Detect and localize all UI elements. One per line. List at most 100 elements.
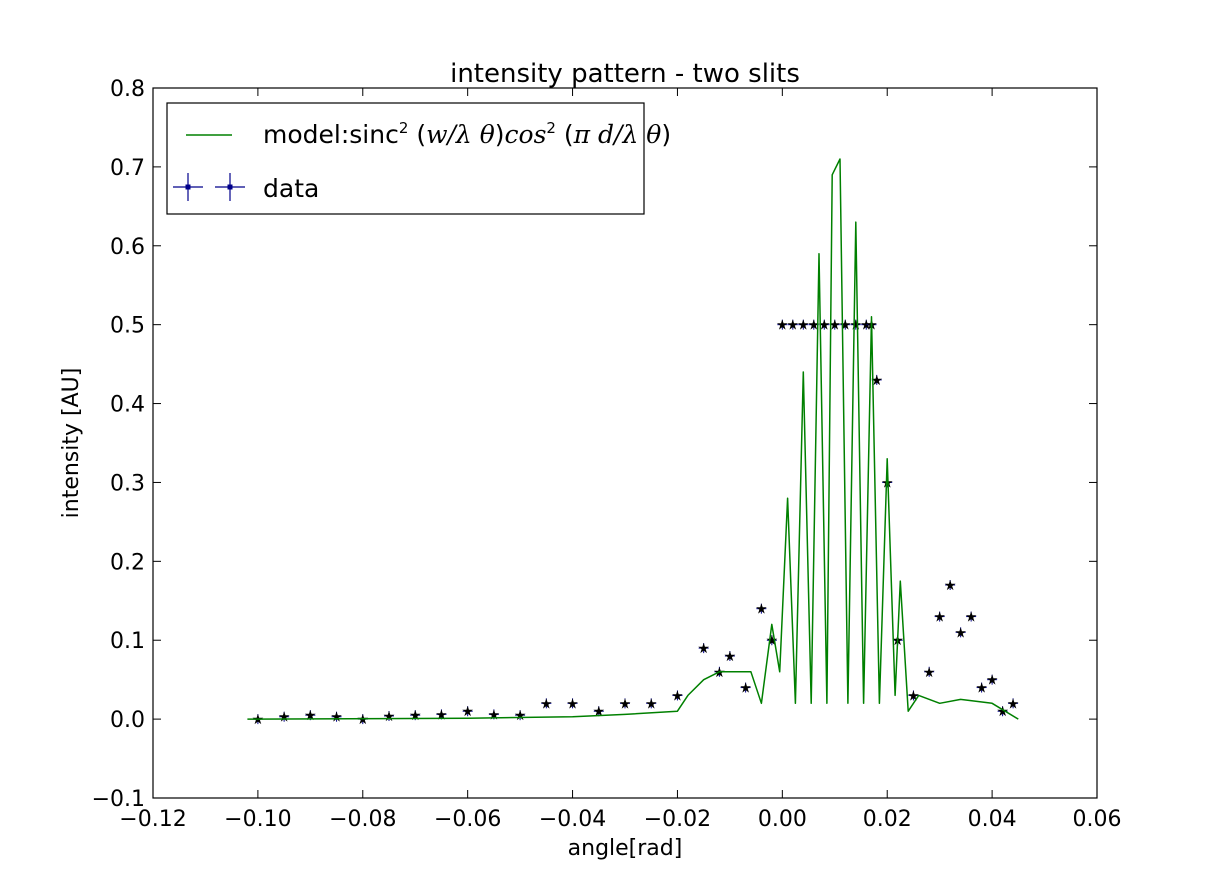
data-point-marker: ★ (975, 681, 988, 697)
legend: model:sinc2 (w/λ θ)cos2 (π d/λ θ) data (166, 102, 671, 215)
data-point: ★ (461, 704, 474, 720)
x-tick-label: 0.00 (758, 807, 807, 832)
data-point-marker: ★ (514, 708, 527, 724)
data-point: ★ (697, 641, 710, 657)
data-point: ★ (435, 707, 448, 723)
x-tick-label: −0.02 (644, 807, 711, 832)
y-tick-label: 0.0 (110, 708, 145, 733)
data-point: ★ (713, 665, 726, 681)
data-point-marker: ★ (923, 665, 936, 681)
data-point: ★ (304, 708, 317, 724)
data-point: ★ (923, 665, 936, 681)
data-point-marker: ★ (965, 610, 978, 626)
data-point-marker: ★ (881, 475, 894, 491)
legend-label-data: data (263, 174, 319, 203)
data-point-marker: ★ (383, 709, 396, 725)
data-point-marker: ★ (540, 696, 553, 712)
data-point: ★ (278, 710, 291, 726)
data-point: ★ (907, 688, 920, 704)
y-tick-label: 0.6 (110, 235, 145, 260)
model-line (247, 158, 1019, 720)
data-point-marker: ★ (907, 688, 920, 704)
axis-ticks: −0.12 −0.10 −0.08 −0.06 −0.04 −0.02 0.00 0.02 0.… (92, 77, 1122, 832)
x-tick-label: −0.08 (329, 807, 396, 832)
data-point-marker: ★ (671, 688, 684, 704)
data-point-marker: ★ (724, 649, 737, 665)
data-point-marker: ★ (933, 610, 946, 626)
data-point-marker: ★ (697, 641, 710, 657)
x-axis-label: angle[rad] (568, 836, 683, 861)
y-tick-label: 0.5 (110, 314, 145, 339)
data-point: ★ (566, 696, 579, 712)
x-tick-label: 0.04 (968, 807, 1017, 832)
data-point: ★ (592, 704, 605, 720)
data-point: ★ (787, 318, 800, 334)
y-tick-label: 0.2 (110, 550, 145, 575)
x-tick-label: −0.12 (119, 807, 186, 832)
data-point: ★ (986, 673, 999, 689)
data-point: ★ (849, 318, 862, 334)
data-point-marker: ★ (356, 712, 369, 728)
data-point: ★ (755, 602, 768, 618)
y-tick-label: 0.1 (110, 629, 145, 654)
data-point: ★ (933, 610, 946, 626)
legend-label-model-math1: w/λ θ (426, 120, 495, 149)
data-point-marker: ★ (1007, 696, 1020, 712)
data-point: ★ (645, 696, 658, 712)
data-point: ★ (540, 696, 553, 712)
plot-data-layer: ★ ★ ★ ★ ★ ★ ★ ★ ★ ★ ★★ ★ ★ ★ ★ ★★★★★★★★★★★★★★★★★★★★★★★★… (247, 158, 1020, 728)
data-point: ★ (724, 649, 737, 665)
data-point-marker: ★ (849, 318, 862, 334)
legend-label-model: model:sinc2 (w/λ θ)cos2 (π d/λ θ) (263, 119, 671, 149)
plot-area-frame (152, 87, 1098, 799)
y-axis-label: intensity [AU] (59, 368, 84, 519)
data-point-marker: ★ (304, 708, 317, 724)
legend-label-model-sup1: 2 (399, 119, 409, 137)
data-point-marker: ★ (435, 707, 448, 723)
data-point-marker: ★ (828, 318, 841, 334)
data-point-marker: ★ (645, 696, 658, 712)
data-point-marker: ★ (330, 710, 343, 726)
data-point: ★ (383, 709, 396, 725)
data-point-marker: ★ (755, 602, 768, 618)
data-point: ★ (954, 625, 967, 641)
chart-title: intensity pattern - two slits (450, 59, 800, 89)
y-tick-label: −0.1 (92, 787, 145, 812)
y-tick-label: 0.3 (110, 471, 145, 496)
data-point: ★ (514, 708, 527, 724)
data-point-marker: ★ (739, 681, 752, 697)
data-point-marker: ★ (488, 707, 501, 723)
data-point: ★ (975, 681, 988, 697)
y-tick-label: 0.4 (110, 393, 145, 418)
data-point-marker: ★ (787, 318, 800, 334)
data-point: ★ (944, 578, 957, 594)
data-point-marker: ★ (776, 318, 789, 334)
x-tick-label: −0.06 (434, 807, 501, 832)
data-point: ★ (409, 708, 422, 724)
data-point: ★ (252, 712, 265, 728)
data-point-marker: ★ (461, 704, 474, 720)
data-point: ★ (488, 707, 501, 723)
data-point-marker: ★ (944, 578, 957, 594)
data-point: ★ (619, 696, 632, 712)
y-tick-label: 0.7 (110, 156, 145, 181)
y-tick-label: 0.8 (110, 77, 145, 102)
data-point: ★ (965, 610, 978, 626)
data-point-marker: ★ (986, 673, 999, 689)
data-point: ★ (797, 318, 810, 334)
data-point-marker: ★ (860, 318, 873, 334)
legend-box (166, 102, 645, 215)
x-tick-label: 0.06 (1073, 807, 1122, 832)
data-point-marker: ★ (566, 696, 579, 712)
x-tick-label: 0.02 (863, 807, 912, 832)
data-point: ★ (739, 681, 752, 697)
data-point: ★ (776, 318, 789, 334)
data-point-marker: ★ (619, 696, 632, 712)
data-point-marker: ★ (409, 708, 422, 724)
data-point: ★ (671, 688, 684, 704)
data-point-marker: ★ (797, 318, 810, 334)
data-point-marker: ★ (252, 712, 265, 728)
x-tick-label: −0.10 (224, 807, 291, 832)
x-tick-label: −0.04 (539, 807, 606, 832)
